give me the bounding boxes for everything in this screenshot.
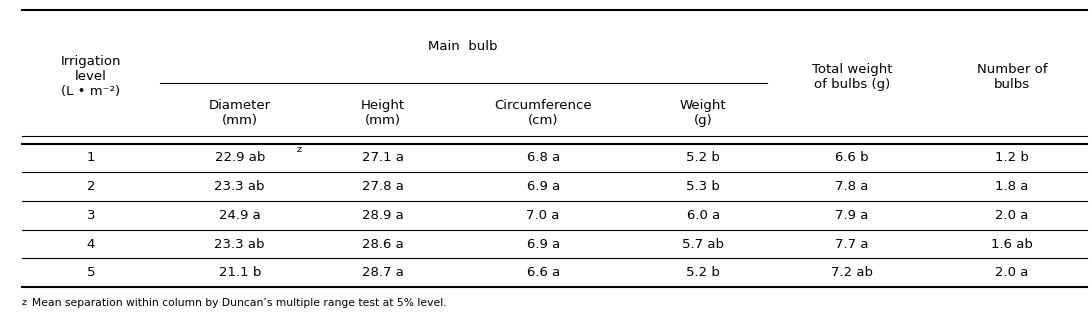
Text: 7.0 a: 7.0 a [526,209,560,222]
Text: 5.3 b: 5.3 b [686,180,720,193]
Text: 21.1 b: 21.1 b [218,266,261,279]
Text: 23.3 ab: 23.3 ab [214,180,265,193]
Text: Main  bulb: Main bulb [428,40,498,53]
Text: 28.6 a: 28.6 a [363,238,404,250]
Text: 5.2 b: 5.2 b [686,152,720,164]
Text: 23.3 ab: 23.3 ab [214,238,265,250]
Text: 7.2 ab: 7.2 ab [831,266,874,279]
Text: 2.0 a: 2.0 a [996,209,1029,222]
Text: 7.8 a: 7.8 a [835,180,869,193]
Text: 24.9 a: 24.9 a [218,209,261,222]
Text: 3: 3 [86,209,95,222]
Text: 28.7 a: 28.7 a [363,266,404,279]
Text: 5.7 ab: 5.7 ab [682,238,724,250]
Text: Irrigation
level
(L • m⁻²): Irrigation level (L • m⁻²) [60,55,121,98]
Text: 27.8 a: 27.8 a [363,180,404,193]
Text: 6.6 a: 6.6 a [526,266,560,279]
Text: 7.9 a: 7.9 a [835,209,869,222]
Text: 5.2 b: 5.2 b [686,266,720,279]
Text: Mean separation within column by Duncan’s multiple range test at 5% level.: Mean separation within column by Duncan’… [32,298,447,308]
Text: 7.7 a: 7.7 a [835,238,869,250]
Text: 1.6 ab: 1.6 ab [992,238,1033,250]
Text: 6.9 a: 6.9 a [526,180,560,193]
Text: Weight
(g): Weight (g) [680,100,726,127]
Text: Number of
bulbs: Number of bulbs [977,63,1047,91]
Text: Circumference
(cm): Circumference (cm) [495,100,592,127]
Text: 6.9 a: 6.9 a [526,238,560,250]
Text: 1.8 a: 1.8 a [996,180,1029,193]
Text: 6.6 b: 6.6 b [835,152,869,164]
Text: Total weight
of bulbs (g): Total weight of bulbs (g) [811,63,892,91]
Text: 27.1 a: 27.1 a [363,152,404,164]
Text: 2.0 a: 2.0 a [996,266,1029,279]
Text: Diameter
(mm): Diameter (mm) [209,100,271,127]
Text: 6.0 a: 6.0 a [687,209,720,222]
Text: 6.8 a: 6.8 a [526,152,560,164]
Text: 4: 4 [86,238,95,250]
Text: 2: 2 [86,180,95,193]
Text: z: z [297,145,301,154]
Text: 1.2 b: 1.2 b [995,152,1029,164]
Text: z: z [22,298,27,307]
Text: Height
(mm): Height (mm) [361,100,405,127]
Text: 28.9 a: 28.9 a [363,209,404,222]
Text: 5: 5 [86,266,95,279]
Text: 22.9 ab: 22.9 ab [214,152,265,164]
Text: 1: 1 [86,152,95,164]
